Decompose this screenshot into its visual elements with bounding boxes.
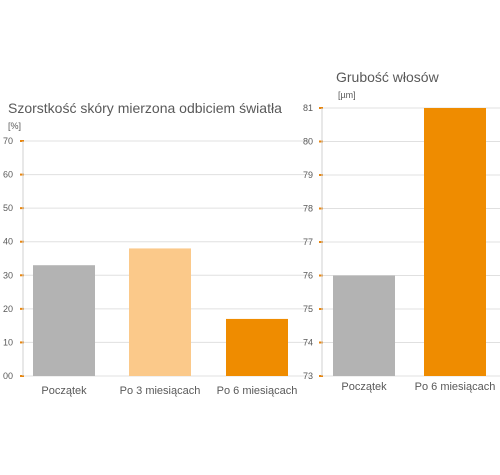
category-label: Początek (341, 381, 387, 393)
bar (424, 108, 486, 376)
y-tick-label: 80 (303, 137, 313, 147)
y-tick-label: 81 (303, 103, 313, 113)
y-tick-label: 40 (3, 237, 13, 247)
y-tick-label: 70 (3, 136, 13, 146)
y-tick-label: 60 (3, 170, 13, 180)
y-tick-label: 73 (303, 371, 313, 381)
y-tick-label: 00 (3, 371, 13, 381)
y-tick-label: 77 (303, 237, 313, 247)
bar (333, 275, 395, 376)
category-label: Po 6 miesiącach (415, 381, 496, 393)
y-tick-label: 75 (303, 304, 313, 314)
y-tick-label: 78 (303, 204, 313, 214)
category-label: Początek (41, 385, 87, 397)
category-label: Po 3 miesiącach (120, 385, 201, 397)
chart-title: Szorstkość skóry mierzona odbiciem świat… (8, 100, 282, 116)
y-tick-label: 10 (3, 337, 13, 347)
bar (33, 265, 95, 376)
bar (129, 248, 191, 376)
y-tick-label: 20 (3, 304, 13, 314)
y-tick-label: 76 (303, 271, 313, 281)
chart-title: Grubość włosów (336, 69, 440, 85)
y-tick-label: 79 (303, 170, 313, 180)
y-tick-label: 30 (3, 270, 13, 280)
y-tick-label: 74 (303, 338, 313, 348)
unit-label: [µm] (338, 90, 356, 100)
y-tick-label: 50 (3, 203, 13, 213)
hair-thickness-chart: Grubość włosów [µm] 73 74 75 76 77 78 79 80 81 Po… (303, 69, 500, 393)
bar (226, 318, 288, 376)
skin-roughness-chart: Szorstkość skóry mierzona odbiciem świat… (3, 100, 310, 397)
category-label: Po 6 miesiącach (217, 385, 298, 397)
unit-label: [%] (8, 121, 21, 131)
